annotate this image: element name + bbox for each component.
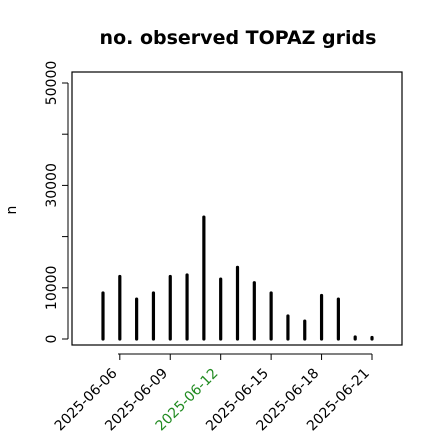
y-axis-label: n (4, 206, 20, 215)
y-tick-label: 0 (44, 335, 60, 344)
y-axis-ticks: 0 10000 30000 50000 (44, 61, 68, 344)
bars (101, 215, 374, 341)
chart-title: no. observed TOPAZ grids (100, 27, 377, 49)
y-tick-label: 30000 (44, 163, 60, 208)
y-tick-label: 10000 (44, 266, 60, 311)
plot-frame (71, 71, 403, 346)
y-tick-label: 50000 (44, 61, 60, 106)
x-axis-ticks: 2025-06-062025-06-092025-06-122025-06-15… (52, 354, 373, 434)
